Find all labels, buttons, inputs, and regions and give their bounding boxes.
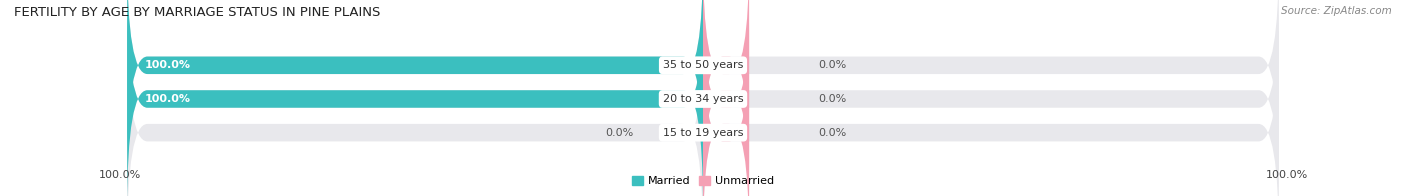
FancyBboxPatch shape xyxy=(127,0,703,196)
Text: 15 to 19 years: 15 to 19 years xyxy=(662,128,744,138)
Text: 100.0%: 100.0% xyxy=(98,170,141,180)
Text: 0.0%: 0.0% xyxy=(606,128,634,138)
FancyBboxPatch shape xyxy=(703,0,749,174)
FancyBboxPatch shape xyxy=(703,24,749,196)
Text: 0.0%: 0.0% xyxy=(818,60,846,70)
FancyBboxPatch shape xyxy=(703,0,749,196)
FancyBboxPatch shape xyxy=(703,24,1279,196)
FancyBboxPatch shape xyxy=(127,24,703,196)
Text: 0.0%: 0.0% xyxy=(818,128,846,138)
Text: 100.0%: 100.0% xyxy=(1265,170,1308,180)
Text: 0.0%: 0.0% xyxy=(818,94,846,104)
FancyBboxPatch shape xyxy=(703,0,1279,174)
Text: 20 to 34 years: 20 to 34 years xyxy=(662,94,744,104)
FancyBboxPatch shape xyxy=(127,0,703,174)
Text: 100.0%: 100.0% xyxy=(145,60,190,70)
FancyBboxPatch shape xyxy=(703,0,1279,196)
Text: 35 to 50 years: 35 to 50 years xyxy=(662,60,744,70)
FancyBboxPatch shape xyxy=(127,0,703,196)
FancyBboxPatch shape xyxy=(127,0,703,174)
Text: Source: ZipAtlas.com: Source: ZipAtlas.com xyxy=(1281,6,1392,16)
Text: 100.0%: 100.0% xyxy=(145,94,190,104)
Text: FERTILITY BY AGE BY MARRIAGE STATUS IN PINE PLAINS: FERTILITY BY AGE BY MARRIAGE STATUS IN P… xyxy=(14,6,381,19)
Legend: Married, Unmarried: Married, Unmarried xyxy=(627,171,779,191)
